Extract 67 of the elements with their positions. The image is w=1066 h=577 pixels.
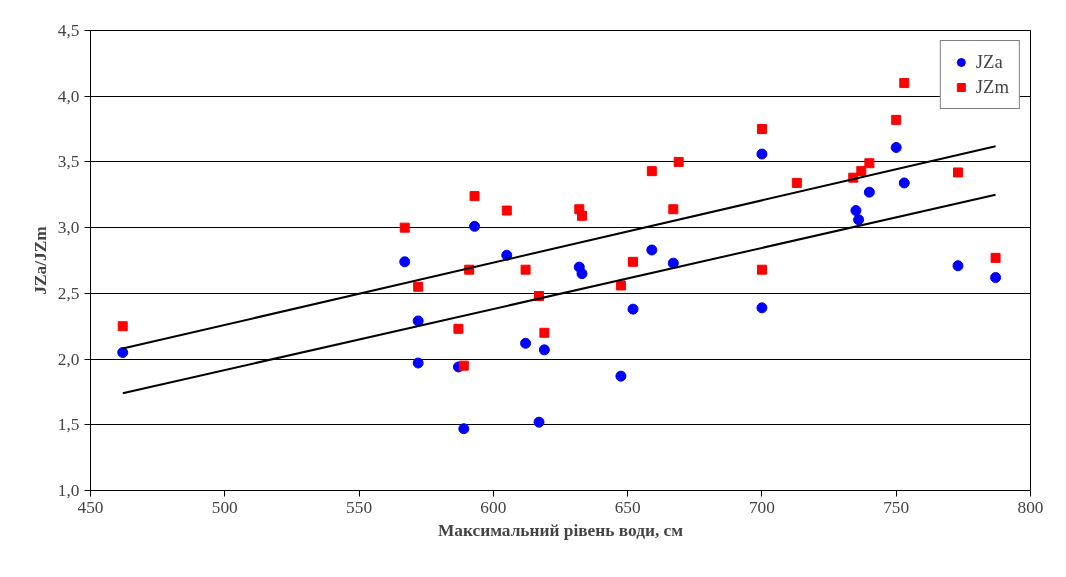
y-tick-label: 2,0 [57, 349, 80, 369]
point [412, 315, 424, 327]
point [863, 186, 875, 198]
point [453, 323, 464, 334]
point [399, 222, 410, 233]
y-axis-title: JZa/JZm [30, 225, 50, 295]
point [952, 260, 964, 272]
point [756, 302, 768, 314]
point [890, 141, 902, 153]
point [458, 360, 469, 371]
point [898, 177, 910, 189]
point [668, 204, 679, 215]
x-tick-label: 550 [346, 497, 373, 517]
point [538, 344, 550, 356]
y-tick-label: 2,5 [57, 283, 80, 303]
point [533, 416, 545, 428]
point [628, 256, 639, 267]
point [627, 303, 639, 315]
x-tick-label: 700 [748, 497, 775, 517]
point [667, 257, 679, 269]
point [990, 272, 1002, 284]
y-tick-label: 4,0 [57, 86, 80, 106]
point [412, 357, 424, 369]
point [576, 268, 588, 280]
point [856, 166, 867, 177]
point [117, 347, 129, 358]
legend-label: JZm [975, 76, 1009, 98]
point [413, 281, 424, 292]
point [576, 210, 587, 221]
point [864, 158, 875, 169]
point [791, 177, 802, 188]
point [117, 321, 128, 332]
point [469, 191, 480, 202]
x-tick-label: 500 [211, 497, 238, 517]
point [469, 220, 481, 232]
x-tick-label: 750 [883, 497, 910, 517]
point [850, 205, 862, 217]
point [399, 256, 411, 268]
point [615, 280, 626, 291]
point [756, 264, 767, 275]
y-tick-label: 4,5 [57, 21, 80, 40]
x-tick-label: 600 [480, 497, 507, 517]
point [646, 244, 658, 256]
x-tick-label: 650 [614, 497, 641, 517]
point [501, 205, 512, 216]
y-tick-label: 3,0 [57, 218, 80, 238]
point [539, 327, 550, 338]
point [756, 148, 768, 160]
x-tick-label: 800 [1017, 497, 1044, 517]
point [520, 337, 532, 349]
point [899, 78, 910, 89]
y-tick-label: 1,5 [57, 415, 80, 435]
y-tick-label: 1,0 [57, 481, 80, 500]
point [952, 167, 963, 178]
point [756, 124, 767, 135]
y-tick-label: 3,5 [57, 152, 80, 172]
x-tick-label: 450 [77, 497, 104, 517]
x-axis-title: Максимальний рівень води, см [437, 520, 684, 540]
point [615, 370, 627, 382]
point [990, 252, 1001, 263]
point [458, 423, 470, 435]
point [853, 214, 865, 226]
point [891, 114, 902, 125]
point [520, 264, 531, 275]
legend-label: JZa [975, 51, 1003, 73]
point [646, 166, 657, 177]
point [673, 156, 684, 167]
